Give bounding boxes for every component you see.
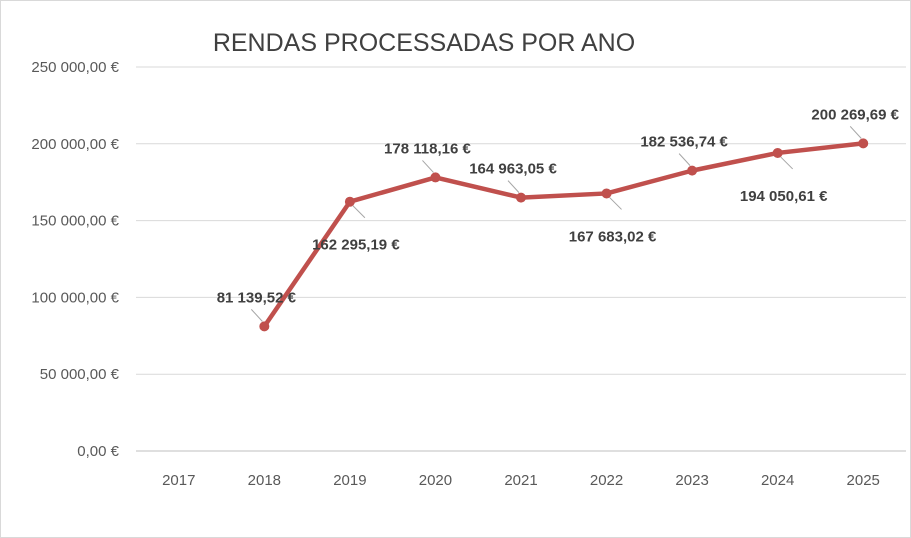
data-point: [858, 138, 869, 149]
data-label: 200 269,69 €: [811, 106, 899, 123]
x-tick-label: 2019: [333, 472, 366, 489]
y-tick-label: 50 000,00 €: [40, 366, 120, 383]
gridlines: [136, 66, 906, 452]
x-tick-label: 2024: [761, 472, 794, 489]
data-point: [601, 188, 612, 199]
leader-line: [507, 180, 520, 193]
leader-line: [250, 309, 263, 322]
data-label: 178 118,16 €: [384, 140, 471, 157]
y-tick-label: 0,00 €: [77, 443, 119, 460]
leader-line: [678, 153, 691, 166]
data-label: 162 295,19 €: [312, 237, 400, 254]
data-label: 164 963,05 €: [469, 161, 557, 178]
x-tick-label: 2020: [419, 472, 452, 489]
y-tick-label: 200 000,00 €: [31, 136, 119, 153]
y-tick-label: 100 000,00 €: [31, 289, 119, 306]
data-label: 182 536,74 €: [640, 134, 728, 151]
leader-line: [422, 160, 434, 173]
y-axis-ticks: 250 000,00 € 200 000,00 € 150 000,00 € 100 …: [31, 59, 119, 460]
y-tick-label: 250 000,00 €: [31, 59, 119, 76]
series-line: [259, 138, 869, 332]
x-tick-label: 2018: [248, 472, 281, 489]
data-point: [516, 192, 526, 203]
label-leader-lines: [250, 126, 862, 322]
series-line-path: [262, 141, 866, 329]
x-tick-label: 2017: [162, 472, 195, 489]
data-labels: 81 139,52 € 162 295,19 € 178 118,16 € 164 9…: [217, 106, 900, 306]
data-point: [259, 321, 270, 332]
data-point: [772, 147, 783, 158]
data-label: 81 139,52 €: [217, 289, 297, 306]
y-tick-label: 150 000,00 €: [31, 213, 119, 230]
x-tick-label: 2023: [675, 472, 708, 489]
data-point: [344, 196, 355, 207]
leader-line: [609, 197, 622, 210]
data-label: 167 683,02 €: [569, 228, 657, 245]
data-label: 194 050,61 €: [740, 188, 828, 205]
leader-line: [352, 205, 366, 219]
x-axis-ticks: 2017 2018 2019 2020 2021 2022 2023 2024 2025: [162, 472, 880, 489]
x-tick-label: 2025: [847, 472, 880, 489]
leader-line: [780, 156, 794, 170]
x-tick-label: 2022: [590, 472, 623, 489]
data-point: [687, 165, 698, 176]
leader-line: [849, 126, 862, 139]
x-tick-label: 2021: [504, 472, 537, 489]
data-point: [430, 172, 441, 183]
chart-title: RENDAS PROCESSADAS POR ANO: [213, 29, 635, 57]
